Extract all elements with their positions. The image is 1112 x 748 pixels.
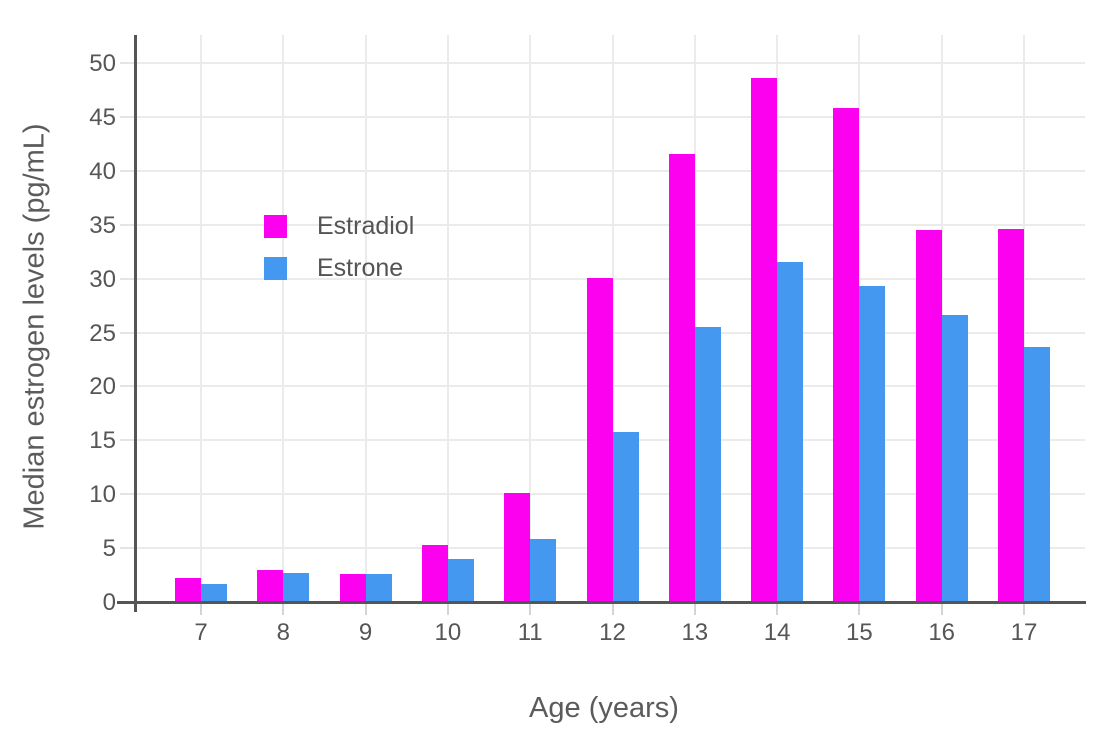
- y-axis-line: [134, 35, 137, 612]
- y-tick-40: [120, 169, 137, 172]
- x-tick-label-16: 16: [928, 619, 956, 646]
- y-tick-label-45: 45: [89, 103, 116, 131]
- y-tick-label-35: 35: [89, 211, 116, 239]
- x-tick-10: [446, 604, 449, 615]
- x-tick-label-17: 17: [1010, 619, 1038, 646]
- bar-estrone-age-12: [612, 431, 639, 602]
- bar-estradiol-age-12: [586, 277, 613, 602]
- x-gridline-13: [693, 35, 696, 602]
- x-tick-label-11: 11: [517, 619, 543, 646]
- x-tick-label-7: 7: [194, 619, 208, 646]
- y-tick-5: [120, 547, 137, 550]
- bar-estrone-age-8: [283, 572, 310, 602]
- bar-estradiol-age-8: [257, 569, 284, 602]
- y-tick-label-20: 20: [89, 373, 116, 401]
- y-tick-15: [120, 439, 137, 442]
- x-tick-12: [611, 604, 614, 615]
- x-tick-9: [364, 604, 367, 615]
- y-tick-label-25: 25: [89, 319, 116, 347]
- x-tick-label-14: 14: [763, 619, 791, 646]
- x-tick-11: [529, 604, 532, 615]
- x-gridline-7: [200, 35, 202, 602]
- legend: Estradiol Estrone: [264, 212, 414, 296]
- bar-estradiol-age-14: [751, 78, 778, 602]
- bar-estradiol-age-10: [421, 544, 448, 602]
- x-tick-label-15: 15: [846, 619, 873, 646]
- x-gridline-9: [364, 35, 367, 602]
- bar-estrone-age-16: [941, 315, 968, 602]
- x-tick-7: [200, 604, 202, 615]
- plot-area: [137, 35, 1085, 602]
- x-gridline-10: [446, 35, 449, 602]
- y-tick-label-50: 50: [89, 50, 116, 78]
- legend-label-estrone: Estrone: [317, 254, 404, 282]
- bar-estradiol-age-13: [668, 153, 695, 602]
- x-tick-16: [940, 604, 943, 615]
- y-tick-label-40: 40: [89, 157, 116, 185]
- x-tick-14: [776, 604, 779, 615]
- x-tick-label-13: 13: [681, 619, 709, 646]
- y-tick-25: [120, 331, 137, 334]
- x-tick-13: [693, 604, 696, 615]
- x-gridline-8: [282, 35, 285, 602]
- y-tick-35: [120, 223, 137, 226]
- x-tick-17: [1023, 604, 1025, 615]
- bar-estrone-age-13: [694, 327, 721, 602]
- legend-swatch-estrone: [264, 257, 287, 280]
- y-tick-label-30: 30: [89, 265, 116, 293]
- x-gridline-11: [529, 35, 532, 602]
- y-tick-20: [120, 385, 137, 388]
- x-tick-label-10: 10: [434, 619, 462, 646]
- y-tick-label-5: 5: [102, 535, 116, 563]
- y-tick-10: [120, 493, 137, 496]
- bar-estrone-age-14: [777, 262, 804, 602]
- x-gridline-12: [611, 35, 614, 602]
- bar-estradiol-age-16: [915, 230, 942, 602]
- y-tick-30: [120, 277, 137, 280]
- legend-item-estrone[interactable]: Estrone: [264, 254, 414, 283]
- x-tick-8: [282, 604, 285, 615]
- bar-estradiol-age-17: [998, 229, 1024, 602]
- bar-estradiol-age-15: [833, 108, 860, 602]
- y-tick-50: [120, 62, 137, 65]
- legend-item-estradiol[interactable]: Estradiol: [264, 212, 414, 241]
- y-tick-label-10: 10: [89, 481, 116, 509]
- bar-estradiol-age-7: [175, 578, 201, 602]
- y-tick-45: [120, 115, 137, 118]
- x-tick-15: [858, 604, 861, 615]
- x-tick-label-9: 9: [358, 619, 373, 646]
- bar-estrone-age-17: [1024, 346, 1050, 602]
- bar-estradiol-age-11: [504, 493, 531, 602]
- bar-estrone-age-11: [530, 539, 557, 602]
- legend-swatch-estradiol: [264, 215, 287, 238]
- x-axis-title: Age (years): [529, 692, 679, 724]
- y-gridline-50: [137, 62, 1085, 65]
- bar-estrone-age-9: [365, 573, 392, 602]
- y-gridline-35: [137, 223, 1085, 226]
- y-gridline-45: [137, 115, 1085, 118]
- x-axis-line: [134, 601, 1086, 604]
- bar-estrone-age-7: [201, 583, 227, 602]
- x-tick-label-12: 12: [599, 619, 626, 646]
- y-gridline-40: [137, 169, 1085, 172]
- legend-label-estradiol: Estradiol: [317, 212, 415, 240]
- bar-estrone-age-10: [447, 558, 474, 602]
- y-tick-label-15: 15: [89, 427, 116, 455]
- x-gridline-17: [1023, 35, 1025, 602]
- bar-estrone-age-15: [859, 286, 886, 602]
- y-zero-tick: [117, 601, 134, 604]
- y-tick-label-0: 0: [102, 589, 116, 616]
- x-tick-label-8: 8: [276, 619, 290, 646]
- bar-estradiol-age-9: [339, 573, 366, 602]
